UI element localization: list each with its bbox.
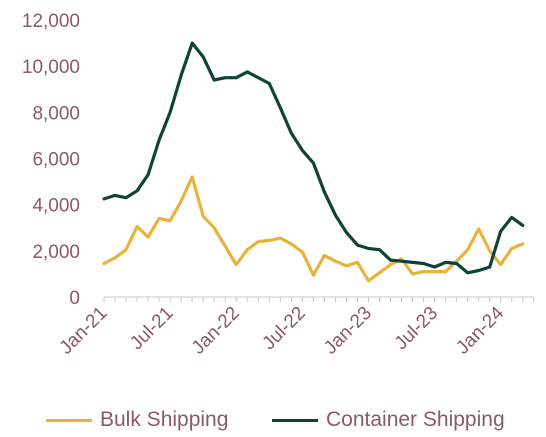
x-tick-label: Jan-23	[320, 303, 376, 359]
y-tick-label: 0	[69, 288, 80, 309]
y-tick-label: 2,000	[32, 242, 80, 263]
y-tick-label: 4,000	[32, 196, 80, 217]
x-tick-label: Jul-21	[126, 303, 177, 354]
line-chart: 0 2,000 4,000 6,000 8,000 10,000 12,000 Jan-21…	[22, 11, 535, 359]
y-axis: 0 2,000 4,000 6,000 8,000 10,000 12,000	[22, 11, 80, 309]
legend-item-bulk-shipping: Bulk Shipping	[46, 403, 228, 437]
x-tick-label: Jan-22	[188, 303, 244, 359]
legend-label-container-shipping: Container Shipping	[326, 408, 505, 431]
x-axis: Jan-21 Jul-21 Jan-22 Jul-22 Jan-23 Jul-23 Jan-…	[56, 296, 535, 359]
y-tick-label: 8,000	[32, 103, 80, 124]
y-tick-label: 10,000	[22, 57, 80, 78]
series-line-container-shipping	[102, 41, 525, 275]
legend-swatch-container-shipping	[272, 418, 318, 422]
x-tick-label: Jul-22	[258, 303, 309, 354]
legend-item-container-shipping: Container Shipping	[272, 403, 505, 437]
y-tick-label: 12,000	[22, 11, 80, 32]
y-tick-label: 6,000	[32, 150, 80, 171]
x-tick-label: Jul-23	[391, 303, 442, 354]
series-lines	[102, 41, 525, 283]
x-tick-label: Jan-24	[452, 302, 508, 358]
legend-label-bulk-shipping: Bulk Shipping	[100, 408, 229, 431]
legend: Bulk Shipping Container Shipping	[0, 403, 546, 437]
legend-swatch-bulk-shipping	[46, 418, 92, 422]
x-tick-label: Jan-21	[56, 303, 112, 359]
